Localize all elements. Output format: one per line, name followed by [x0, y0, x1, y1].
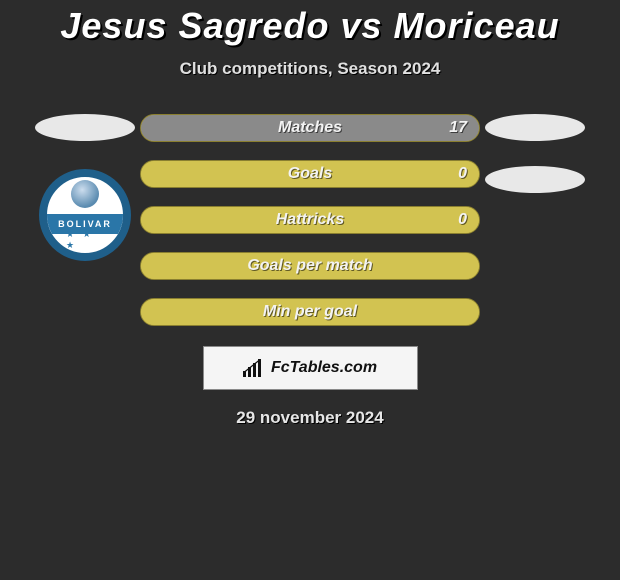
stats-bars: Matches 17 Goals 0 Hattricks 0 Goals per…	[140, 114, 480, 326]
comparison-title: Jesus Sagredo vs Moriceau	[60, 5, 559, 47]
stat-row: Goals per match	[140, 252, 480, 280]
left-player-column: BOLIVAR ★ ★ ★	[30, 114, 140, 261]
club-badge-bolivar: BOLIVAR ★ ★ ★	[39, 169, 131, 261]
stat-label: Hattricks	[276, 211, 344, 229]
stat-row: Goals 0	[140, 160, 480, 188]
badge-stars-icon: ★ ★ ★	[66, 229, 104, 251]
branding-box: FcTables.com	[203, 346, 418, 390]
badge-ball-icon	[71, 180, 99, 208]
stat-row: Min per goal	[140, 298, 480, 326]
stat-label: Min per goal	[263, 303, 357, 321]
branding-label: FcTables.com	[271, 359, 377, 377]
stat-row: Hattricks 0	[140, 206, 480, 234]
comparison-body: BOLIVAR ★ ★ ★ Matches 17 Goals 0 Hattric…	[0, 114, 620, 326]
player-photo-placeholder	[485, 114, 585, 141]
stat-row: Matches 17	[140, 114, 480, 142]
bar-chart-icon	[243, 359, 265, 377]
season-subtitle: Club competitions, Season 2024	[180, 59, 441, 79]
stat-value: 0	[458, 165, 467, 183]
player-photo-placeholder	[35, 114, 135, 141]
club-badge-placeholder	[485, 166, 585, 193]
stat-value: 17	[449, 119, 467, 137]
stat-label: Goals	[288, 165, 332, 183]
right-player-column	[480, 114, 590, 193]
stat-label: Goals per match	[247, 257, 372, 275]
snapshot-date: 29 november 2024	[236, 408, 383, 428]
stat-value: 0	[458, 211, 467, 229]
stat-label: Matches	[278, 119, 342, 137]
